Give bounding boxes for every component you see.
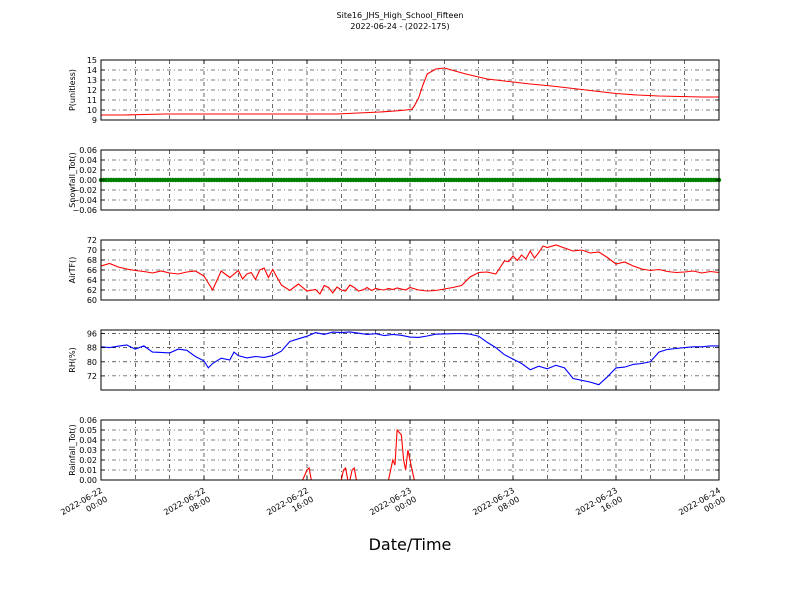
x-axis-label: Date/Time xyxy=(369,535,452,554)
y-tick-label: 14 xyxy=(87,66,97,75)
y-tick-label: 88 xyxy=(87,344,97,353)
x-tick-label: 2022-06-2316:00 xyxy=(574,486,624,526)
y-tick-label: −0.04 xyxy=(72,196,97,205)
y-axis-label: P(unitless) xyxy=(68,69,77,111)
y-tick-label: 0.04 xyxy=(79,436,97,445)
y-axis-label: Snowfall_Tot() xyxy=(68,152,77,208)
y-tick-label: 0.02 xyxy=(79,166,97,175)
x-tick-label: 2022-06-2208:00 xyxy=(162,486,212,526)
panel-5: 0.000.010.020.030.040.050.06Rainfall_Tot… xyxy=(68,416,720,485)
y-tick-label: 72 xyxy=(87,372,97,381)
y-tick-label: 64 xyxy=(87,276,97,285)
y-tick-label: 66 xyxy=(87,266,97,275)
y-tick-label: 62 xyxy=(87,286,97,295)
y-tick-label: 12 xyxy=(87,86,97,95)
x-tick-labels: 2022-06-2200:00 2022-06-2208:00 2022-06-22… xyxy=(59,486,727,526)
y-tick-label: −0.06 xyxy=(72,206,97,215)
y-tick-label: 0.06 xyxy=(79,146,97,155)
y-tick-label: 11 xyxy=(87,96,97,105)
y-axis-label: RH(%) xyxy=(68,347,77,372)
series-1-line xyxy=(101,67,719,116)
x-tick-label: 2022-06-2308:00 xyxy=(471,486,521,526)
y-tick-label: 80 xyxy=(87,358,97,367)
y-tick-label: 13 xyxy=(87,76,97,85)
y-tick-label: 9 xyxy=(92,116,97,125)
y-tick-label: 0.04 xyxy=(79,156,97,165)
series-1-markers xyxy=(98,177,722,183)
figure-title: Site16_JHS_High_School_Fifteen xyxy=(337,11,464,20)
series-1-line xyxy=(101,331,719,386)
y-tick-label: 60 xyxy=(87,296,97,305)
y-tick-label: 10 xyxy=(87,106,97,115)
figure-subtitle: 2022-06-24 - (2022-175) xyxy=(350,22,449,31)
y-tick-label: 0.05 xyxy=(79,426,97,435)
x-tick-label: 2022-06-2300:00 xyxy=(368,486,418,526)
y-tick-label: 70 xyxy=(87,246,97,255)
x-tick-label: 2022-06-2200:00 xyxy=(59,486,109,526)
x-tick-label: 2022-06-2216:00 xyxy=(265,486,315,526)
y-tick-label: 0.02 xyxy=(79,456,97,465)
y-tick-label: −0.02 xyxy=(72,186,97,195)
y-axis-label: AirTF() xyxy=(68,257,77,284)
panel-2: −0.06−0.04−0.020.000.020.040.06Snowfall_… xyxy=(68,146,722,215)
y-tick-label: 0.06 xyxy=(79,416,97,425)
y-tick-label: 0.03 xyxy=(79,446,97,455)
y-tick-label: 15 xyxy=(87,56,97,65)
x-tick-label: 2022-06-2400:00 xyxy=(677,486,727,526)
series-1-line xyxy=(101,244,719,295)
y-axis-label: Rainfall_Tot() xyxy=(68,424,77,476)
y-tick-label: 0.00 xyxy=(79,476,97,485)
series-1-line xyxy=(101,428,719,480)
panel-4: 72 80 88 96 RH(%) xyxy=(68,329,720,391)
y-tick-label: 72 xyxy=(87,236,97,245)
y-tick-label: 68 xyxy=(87,256,97,265)
y-tick-label: 0.01 xyxy=(79,466,97,475)
panels: 9101112131415P(unitless)−0.06−0.04−0.020… xyxy=(68,56,722,485)
y-tick-label: 0.00 xyxy=(79,176,97,185)
y-tick-label: 96 xyxy=(87,330,97,339)
